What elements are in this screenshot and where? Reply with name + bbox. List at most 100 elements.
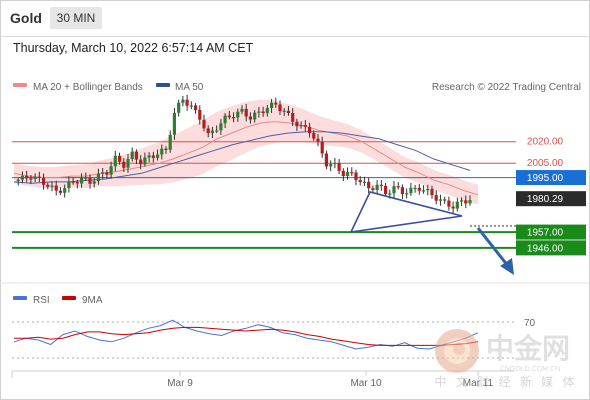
x-tick-label: Mar 10 xyxy=(350,378,382,389)
candle-body xyxy=(409,187,413,194)
candle-body xyxy=(42,177,46,185)
header-divider xyxy=(0,36,590,37)
projection-arrowhead xyxy=(500,258,514,275)
candle-body xyxy=(396,186,400,188)
candle-body xyxy=(447,200,451,207)
candle-body xyxy=(295,121,299,127)
candle-body xyxy=(109,166,113,175)
candle-body xyxy=(210,130,214,134)
price-tags: 2020.00 2005.00 1995.00 1957.00 1946.00 1980.… xyxy=(516,137,586,256)
candle-body xyxy=(232,117,236,119)
candle-body xyxy=(71,181,75,183)
candle-body xyxy=(388,193,392,195)
candle-body xyxy=(227,115,231,118)
candle-body xyxy=(134,151,138,160)
rsi-70-label: 70 xyxy=(524,318,536,329)
rsi-legend-label: RSI xyxy=(33,295,50,306)
candle-body xyxy=(105,172,109,175)
candlesticks xyxy=(16,94,472,214)
candle-body xyxy=(308,126,312,133)
candle-body xyxy=(324,153,328,167)
candle-body xyxy=(375,184,379,190)
candle-body xyxy=(354,172,358,181)
candle-body xyxy=(151,155,155,158)
candle-body xyxy=(58,190,62,193)
level-tag xyxy=(516,240,586,256)
candle-body xyxy=(451,206,455,209)
candle-body xyxy=(194,105,198,110)
candle-body xyxy=(50,185,54,187)
candle-body xyxy=(126,158,130,168)
candle-body xyxy=(198,109,202,120)
candle-body xyxy=(16,179,20,181)
watermark-tagline: 中 文 财 经 新 媒 体 xyxy=(434,374,577,389)
candle-body xyxy=(341,170,345,176)
candle-body xyxy=(286,110,290,113)
candle-body xyxy=(156,154,160,158)
candle-body xyxy=(67,181,71,189)
candle-body xyxy=(223,115,227,124)
current-price-label: 1980.29 xyxy=(527,194,564,205)
candle-body xyxy=(172,112,176,135)
candle-body xyxy=(384,185,388,195)
rsi-ma-legend-swatch xyxy=(62,296,76,300)
candle-body xyxy=(464,200,468,204)
candle-body xyxy=(346,172,350,176)
candle-body xyxy=(367,181,371,189)
candle-body xyxy=(413,187,417,189)
candle-body xyxy=(438,199,442,201)
rsi-ma-line xyxy=(14,326,479,346)
candle-body xyxy=(29,178,33,180)
ma20-legend-swatch xyxy=(13,83,27,87)
candle-body xyxy=(299,125,303,127)
candle-body xyxy=(63,188,67,193)
watermark-brand: 中金网 xyxy=(486,332,570,364)
bollinger-bands xyxy=(14,99,478,205)
current-price-tag xyxy=(516,191,586,207)
candle-body xyxy=(84,177,88,179)
x-tick-label: Mar 11 xyxy=(463,378,494,389)
candle-body xyxy=(168,134,172,150)
candle-body xyxy=(96,173,100,182)
rsi-ma-legend-label: 9MA xyxy=(82,295,103,306)
candle-body xyxy=(215,130,219,132)
candle-body xyxy=(261,111,265,114)
level-label: 1946.00 xyxy=(527,243,564,254)
candle-body xyxy=(400,187,404,195)
candle-body xyxy=(337,163,341,171)
candle-body xyxy=(274,102,278,105)
candle-body xyxy=(185,99,189,106)
candle-body xyxy=(92,181,96,184)
candle-body xyxy=(118,155,122,162)
candle-body xyxy=(430,188,434,196)
candle-body xyxy=(282,110,286,112)
candle-body xyxy=(460,200,464,202)
candle-body xyxy=(219,123,223,131)
candle-body xyxy=(350,172,354,174)
candle-body xyxy=(358,180,362,183)
candle-body xyxy=(422,190,426,192)
rsi-legend-swatch xyxy=(13,296,27,300)
candle-body xyxy=(147,155,151,158)
timeframe-button[interactable]: 30 MIN xyxy=(50,7,102,29)
candle-body xyxy=(88,177,92,184)
candle-body xyxy=(379,184,383,186)
candle-body xyxy=(392,186,396,194)
credit-text: Research © 2022 Trading Central xyxy=(432,82,581,93)
candle-body xyxy=(434,195,438,201)
candle-body xyxy=(54,185,58,191)
candle-body xyxy=(270,102,274,108)
candle-body xyxy=(248,116,252,120)
price-levels xyxy=(12,141,516,249)
candle-body xyxy=(253,112,257,120)
level-tag xyxy=(516,224,586,240)
candle-body xyxy=(257,111,261,113)
candle-body xyxy=(37,176,41,178)
level-label: 1957.00 xyxy=(527,228,564,239)
watermark-logo: 中金网 CNGOLD.COM.CN 中 文 财 经 新 媒 体 xyxy=(434,329,577,389)
candle-body xyxy=(101,172,105,174)
candle-body xyxy=(113,155,117,167)
level-label: 1995.00 xyxy=(527,173,564,184)
candle-body xyxy=(426,188,430,191)
